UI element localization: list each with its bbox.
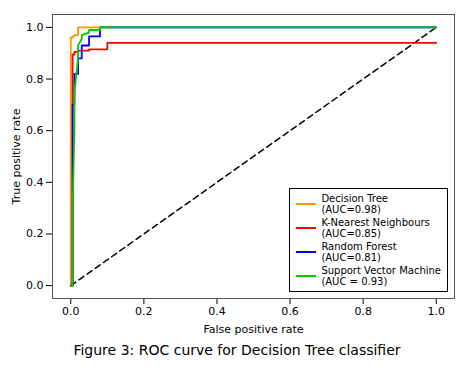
svg-text:1.0: 1.0 — [26, 21, 44, 34]
svg-text:0.8: 0.8 — [26, 73, 44, 86]
svg-text:0.4: 0.4 — [208, 305, 226, 318]
svg-text:False positive rate: False positive rate — [203, 323, 303, 336]
svg-text:0.6: 0.6 — [281, 305, 299, 318]
svg-text:0.0: 0.0 — [62, 305, 80, 318]
html-text:Decision Tree (AUC=0.98): Decision Tree (AUC=0.98) — [321, 193, 388, 215]
svg-text:0.2: 0.2 — [135, 305, 153, 318]
svg-text:0.2: 0.2 — [26, 227, 44, 240]
html-text:K-Nearest Neighbours (AUC=0.85: K-Nearest Neighbours (AUC=0.85) — [321, 217, 430, 239]
svg-text:0.4: 0.4 — [26, 176, 44, 189]
svg-text:0.0: 0.0 — [26, 279, 44, 292]
html-text:Random Forest (AUC=0.81): Random Forest (AUC=0.81) — [321, 241, 397, 263]
html-text:Support Vector Machine (AUC =: Support Vector Machine (AUC = 0.93) — [321, 265, 441, 287]
svg-text:0.8: 0.8 — [354, 305, 372, 318]
svg-text:True positive rate: True positive rate — [10, 108, 23, 205]
svg-text:0.6: 0.6 — [26, 124, 44, 137]
svg-text:1.0: 1.0 — [427, 305, 445, 318]
html-text:Figure 3: ROC curve for Decisi: Figure 3: ROC curve for Decision Tree cl… — [73, 342, 401, 358]
